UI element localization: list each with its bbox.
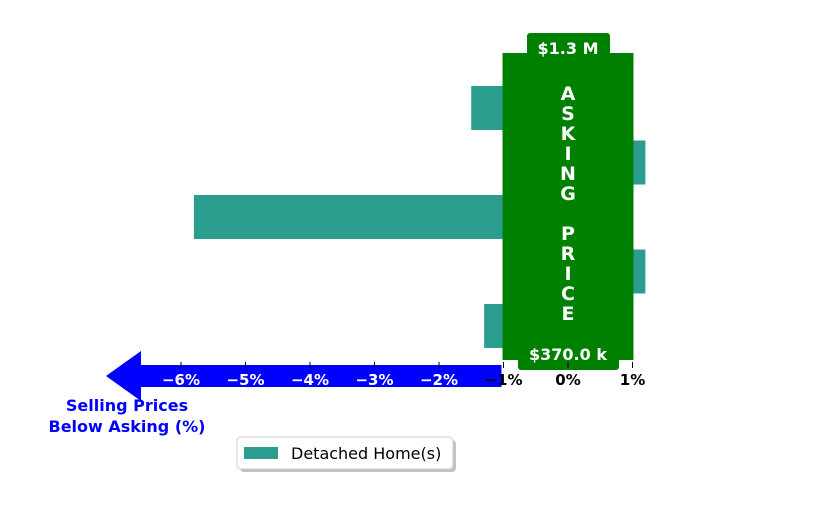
x-tick-label: −3%	[355, 371, 393, 389]
x-tick-label: −5%	[226, 371, 264, 389]
asking-price-band	[502, 53, 634, 360]
legend-layer: Detached Home(s)	[236, 436, 456, 472]
bottom-price-label: $370.0 k	[529, 345, 607, 364]
x-tick-label: −1%	[484, 371, 522, 389]
x-axis-label: Selling Prices Below Asking (%)	[49, 396, 206, 436]
below-asking-arrow	[106, 351, 502, 401]
x-axis-layer: −6% −5% −4% −3% −2% −1% 0% 1% Selling Prices Belo…	[49, 351, 645, 436]
x-tick-label: −4%	[291, 371, 329, 389]
legend-label: Detached Home(s)	[291, 444, 441, 463]
legend-swatch	[244, 447, 278, 459]
x-tick-label: 1%	[620, 371, 645, 389]
x-tick-label: −6%	[162, 371, 200, 389]
top-price-label: $1.3 M	[538, 39, 599, 58]
legend-box	[236, 436, 454, 470]
x-tick-label: 0%	[555, 371, 580, 389]
x-tick-label: −2%	[420, 371, 458, 389]
top-price-box	[527, 33, 610, 63]
bottom-price-box	[518, 340, 619, 370]
